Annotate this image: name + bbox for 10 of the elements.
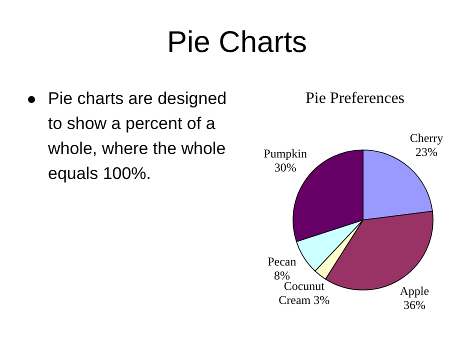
slice-label: Pecan: [268, 254, 296, 268]
slice-label: Pumpkin: [264, 146, 308, 161]
text: Pie Charts: [166, 26, 308, 60]
chart-title: Pie Preferences: [304, 90, 406, 108]
text: Pie charts are designed to show a percent of a whole, where the whole equals 100%.: [48, 88, 228, 185]
slice-label: Cherry: [410, 130, 444, 145]
slice-label: Apple: [400, 284, 430, 298]
data-label: 23%: [415, 144, 438, 159]
data-label: 30%: [274, 160, 296, 175]
data-label: 36%: [403, 298, 426, 312]
